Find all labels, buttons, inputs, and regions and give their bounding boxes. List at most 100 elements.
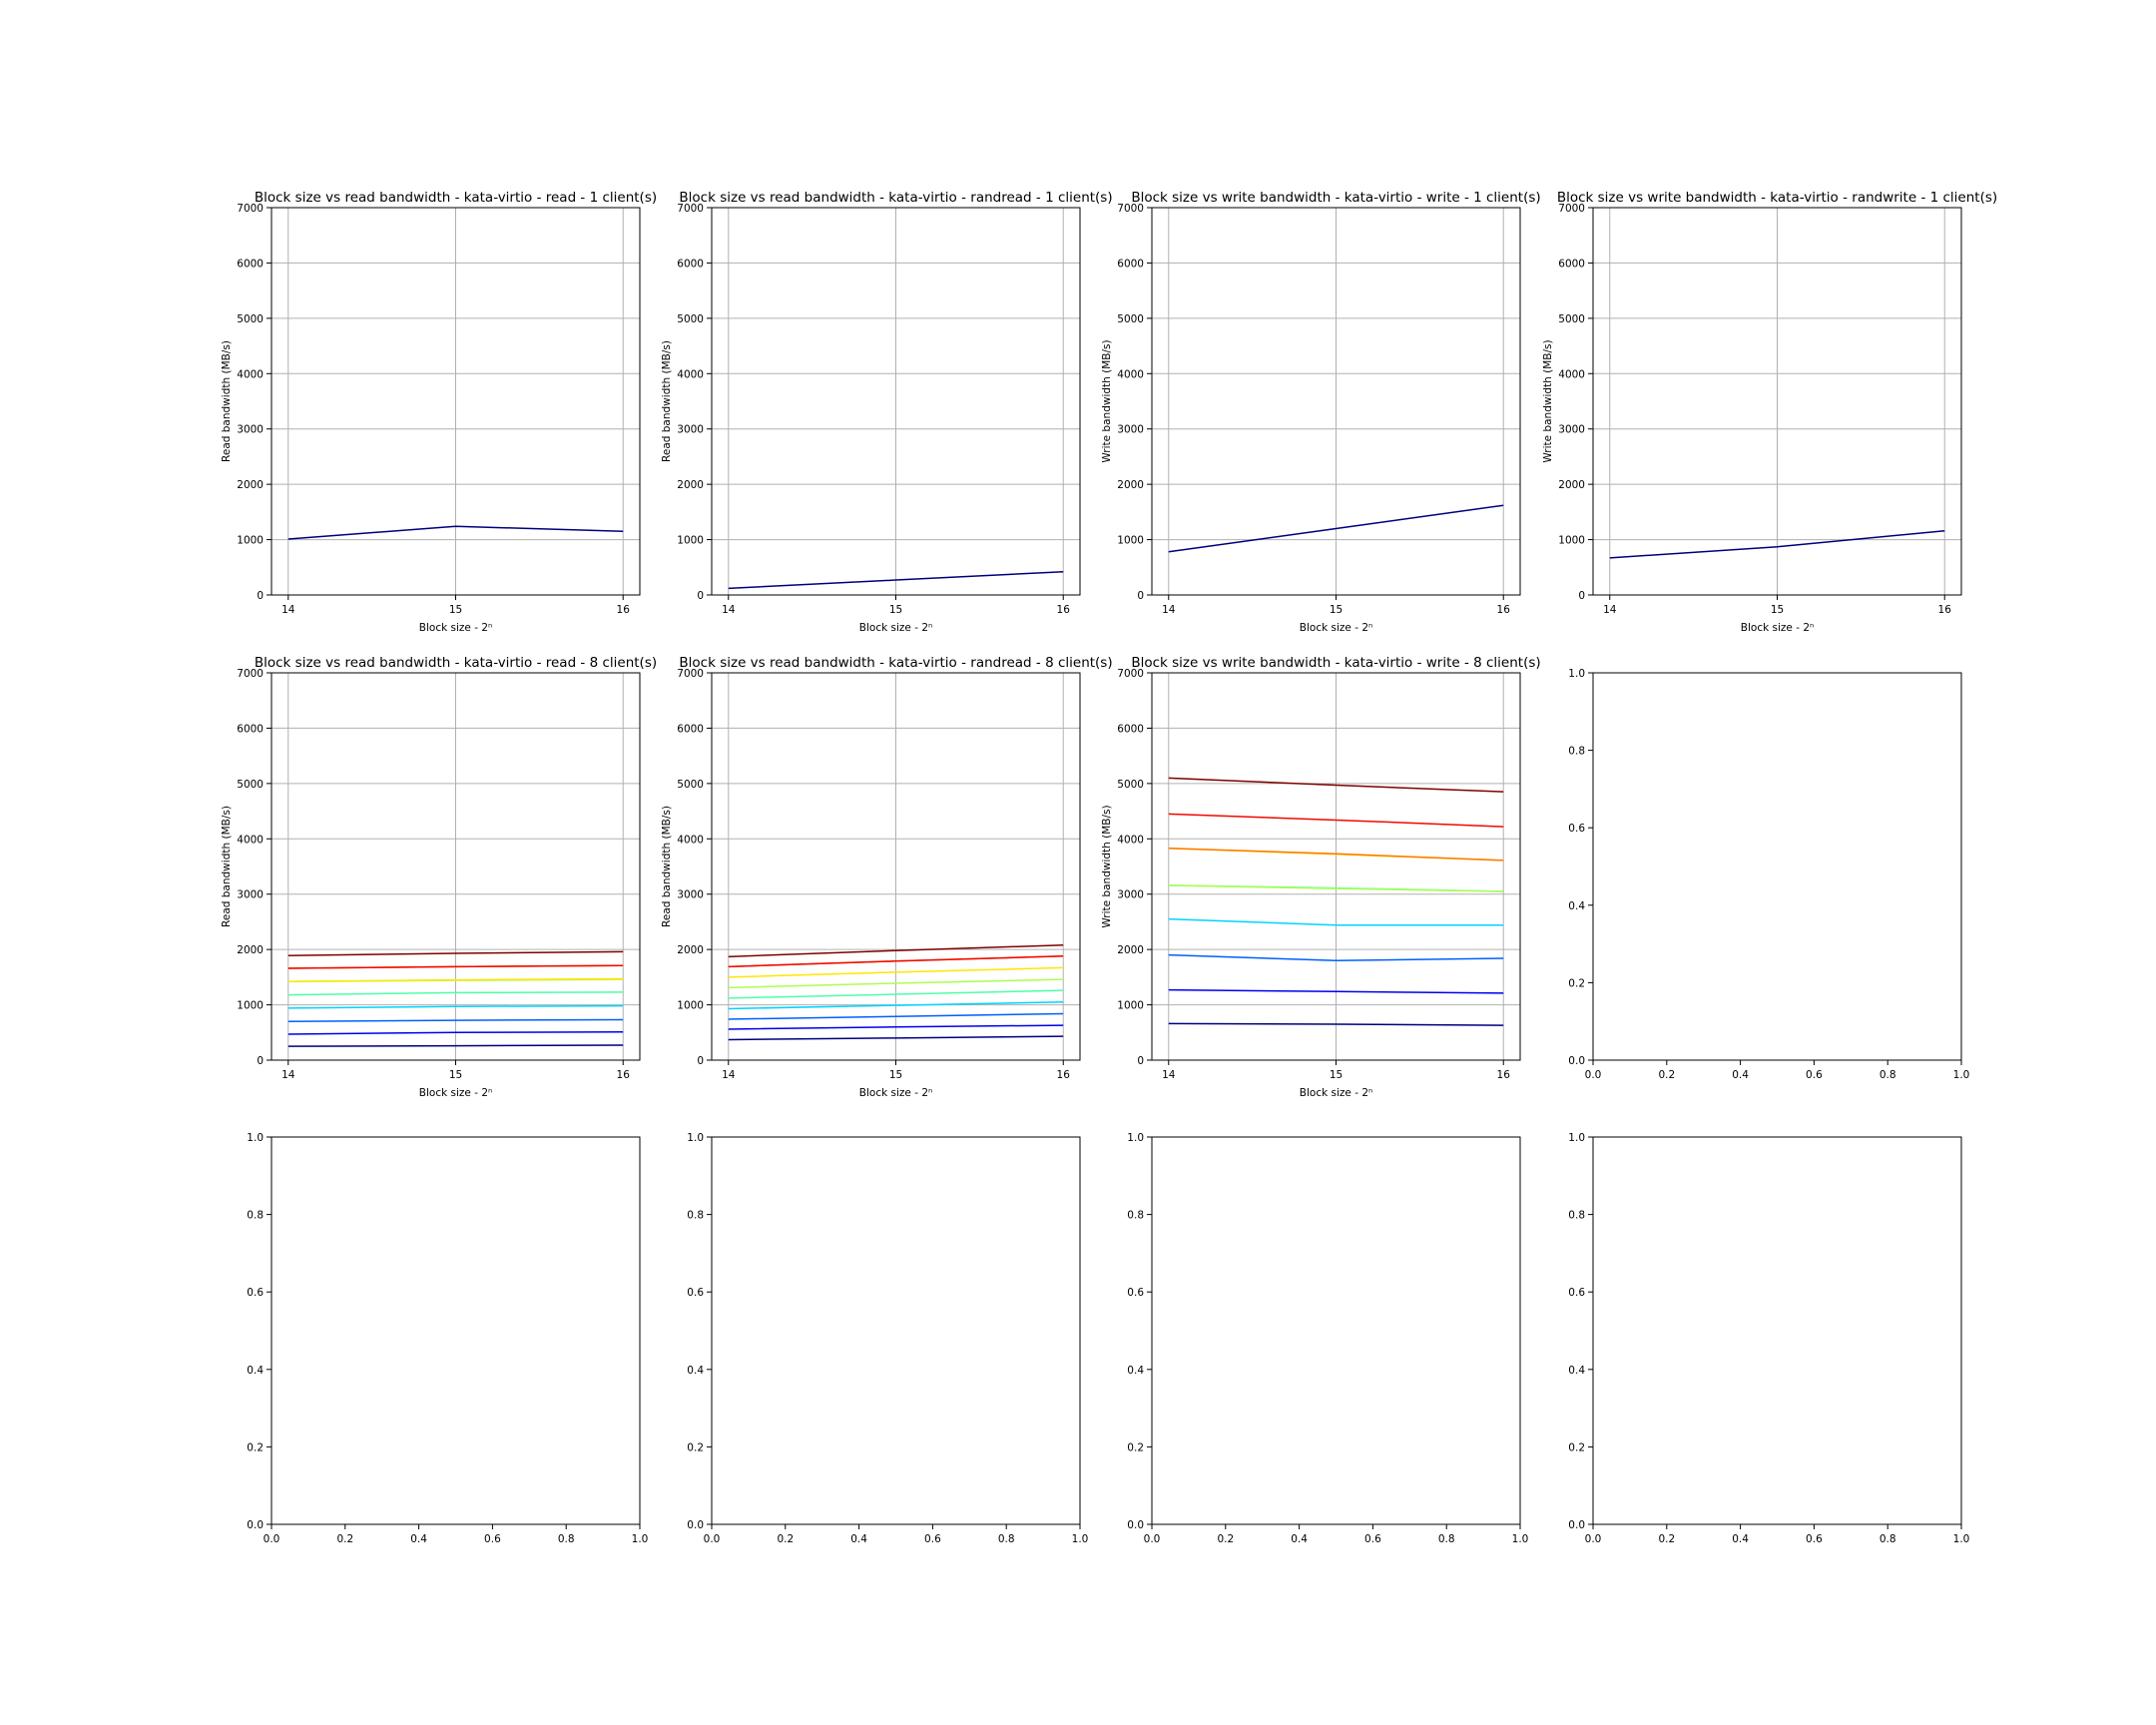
x-tick-label: 0.8 bbox=[1438, 1533, 1455, 1545]
x-tick-label: 0.4 bbox=[410, 1533, 427, 1545]
y-tick-label: 1.0 bbox=[1568, 1132, 1585, 1144]
x-tick-label: 0.6 bbox=[484, 1533, 501, 1545]
series-line-10 bbox=[1168, 777, 1504, 793]
y-tick-label: 7000 bbox=[237, 668, 264, 680]
y-tick-label: 6000 bbox=[1558, 258, 1585, 270]
y-tick-label: 7000 bbox=[237, 203, 264, 215]
x-tick-label: 15 bbox=[449, 604, 462, 616]
y-tick-label: 0.0 bbox=[687, 1519, 704, 1531]
x-tick-label: 15 bbox=[1330, 1069, 1343, 1081]
y-tick-label: 1000 bbox=[237, 535, 264, 547]
x-tick-label: 15 bbox=[1330, 604, 1343, 616]
y-tick-label: 2000 bbox=[1117, 944, 1144, 956]
y-tick-label: 0.4 bbox=[687, 1365, 704, 1377]
x-tick-label: 0.4 bbox=[850, 1533, 867, 1545]
x-tick-label: 1.0 bbox=[1953, 1533, 1970, 1545]
y-tick-label: 4000 bbox=[677, 368, 704, 380]
x-tick-label: 0.2 bbox=[1658, 1533, 1675, 1545]
x-axis-label: Block size - 2ⁿ bbox=[1741, 622, 1814, 634]
y-axis-label: Read bandwidth (MB/s) bbox=[221, 340, 233, 462]
y-tick-label: 2000 bbox=[677, 479, 704, 491]
axes-frame bbox=[1592, 1136, 1962, 1525]
x-tick-label: 16 bbox=[617, 1069, 631, 1081]
series-line-8 bbox=[1168, 847, 1504, 862]
x-axis-label: Block size - 2ⁿ bbox=[859, 1087, 932, 1099]
x-tick-label: 16 bbox=[1497, 604, 1511, 616]
x-tick-label: 0.0 bbox=[1144, 1533, 1161, 1545]
y-tick-label: 6000 bbox=[1117, 723, 1144, 735]
series-line-9 bbox=[287, 964, 624, 969]
series-line-1 bbox=[728, 1035, 1064, 1041]
x-tick-label: 0.8 bbox=[1880, 1533, 1896, 1545]
subplot-11: 0.0 0.2 0.4 0.6 0.8 1.0 0.0 0.2 0.4 0.6 0.8 1.0 bbox=[1127, 1132, 1528, 1545]
series-line-5 bbox=[287, 991, 624, 996]
x-tick-label: 1.0 bbox=[632, 1533, 649, 1545]
subplot-4: 14 15 1601000200030004000500060007000Block… bbox=[1542, 190, 1997, 634]
series-line-1 bbox=[1168, 1022, 1504, 1026]
subplot-7: 14 15 1601000200030004000500060007000Block… bbox=[1101, 655, 1541, 1099]
y-tick-label: 0 bbox=[1137, 1055, 1144, 1067]
x-tick-label: 14 bbox=[281, 604, 295, 616]
series-line-5 bbox=[728, 989, 1064, 999]
y-tick-label: 2000 bbox=[237, 479, 264, 491]
y-tick-label: 0.4 bbox=[247, 1365, 264, 1377]
series-line-3 bbox=[1168, 953, 1504, 961]
y-tick-label: 1000 bbox=[237, 1000, 264, 1012]
y-tick-label: 0.8 bbox=[687, 1210, 704, 1222]
y-tick-label: 5000 bbox=[1117, 313, 1144, 325]
series-line-6 bbox=[1168, 884, 1504, 892]
y-tick-label: 0.8 bbox=[247, 1210, 264, 1222]
y-tick-label: 1000 bbox=[1117, 1000, 1144, 1012]
y-axis-label: Write bandwidth (MB/s) bbox=[1101, 805, 1113, 927]
y-tick-label: 0.8 bbox=[1127, 1210, 1144, 1222]
y-tick-label: 5000 bbox=[677, 313, 704, 325]
y-tick-label: 0 bbox=[697, 590, 704, 602]
y-tick-label: 7000 bbox=[1117, 203, 1144, 215]
y-tick-label: 3000 bbox=[677, 889, 704, 901]
y-tick-label: 3000 bbox=[237, 889, 264, 901]
y-tick-label: 5000 bbox=[237, 313, 264, 325]
y-tick-label: 0.8 bbox=[1568, 1210, 1585, 1222]
x-tick-label: 14 bbox=[722, 604, 736, 616]
series-line-1 bbox=[1168, 504, 1504, 553]
x-tick-label: 14 bbox=[722, 1069, 736, 1081]
y-axis-label: Write bandwidth (MB/s) bbox=[1542, 339, 1554, 462]
series-line-1 bbox=[287, 1044, 624, 1047]
y-tick-label: 5000 bbox=[1117, 779, 1144, 791]
subplot-2: 14 15 1601000200030004000500060007000Block… bbox=[661, 190, 1113, 634]
y-tick-label: 4000 bbox=[1117, 368, 1144, 380]
y-tick-label: 5000 bbox=[237, 779, 264, 791]
x-tick-label: 0.2 bbox=[1217, 1533, 1234, 1545]
y-tick-label: 3000 bbox=[1117, 889, 1144, 901]
series-line-4 bbox=[728, 1001, 1064, 1010]
y-axis-label: Read bandwidth (MB/s) bbox=[661, 340, 673, 462]
chart-title: Block size vs write bandwidth - kata-vir… bbox=[1131, 655, 1540, 671]
x-tick-label: 15 bbox=[1771, 604, 1784, 616]
y-tick-label: 5000 bbox=[1558, 313, 1585, 325]
y-tick-label: 0.2 bbox=[247, 1441, 264, 1453]
x-axis-label: Block size - 2ⁿ bbox=[1300, 1087, 1372, 1099]
x-tick-label: 1.0 bbox=[1953, 1069, 1970, 1081]
x-tick-label: 14 bbox=[1162, 604, 1176, 616]
y-tick-label: 1.0 bbox=[1127, 1132, 1144, 1144]
series-line-9 bbox=[1168, 813, 1504, 828]
series-line-9 bbox=[728, 955, 1064, 968]
y-tick-label: 1.0 bbox=[687, 1132, 704, 1144]
subplot-10: 0.0 0.2 0.4 0.6 0.8 1.0 0.0 0.2 0.4 0.6 0.8 1.0 bbox=[687, 1132, 1088, 1545]
x-tick-label: 0.0 bbox=[1585, 1069, 1602, 1081]
subplot-5: 14 15 1601000200030004000500060007000Block… bbox=[221, 655, 657, 1099]
x-tick-label: 0.0 bbox=[264, 1533, 280, 1545]
y-tick-label: 1000 bbox=[677, 1000, 704, 1012]
y-tick-label: 0.8 bbox=[1568, 746, 1585, 758]
x-tick-label: 0.4 bbox=[1291, 1533, 1308, 1545]
series-line-2 bbox=[287, 1030, 624, 1035]
y-tick-label: 0 bbox=[257, 1055, 264, 1067]
y-tick-label: 0 bbox=[257, 590, 264, 602]
subplot-12: 0.0 0.2 0.4 0.6 0.8 1.0 0.0 0.2 0.4 0.6 0.8 1.0 bbox=[1568, 1132, 1969, 1545]
x-tick-label: 0.8 bbox=[558, 1533, 575, 1545]
axes-frame bbox=[1151, 1136, 1521, 1525]
x-tick-label: 0.2 bbox=[1658, 1069, 1675, 1081]
x-tick-label: 16 bbox=[1057, 1069, 1071, 1081]
x-tick-label: 0.0 bbox=[704, 1533, 721, 1545]
chart-title: Block size vs write bandwidth - kata-vir… bbox=[1131, 190, 1540, 206]
